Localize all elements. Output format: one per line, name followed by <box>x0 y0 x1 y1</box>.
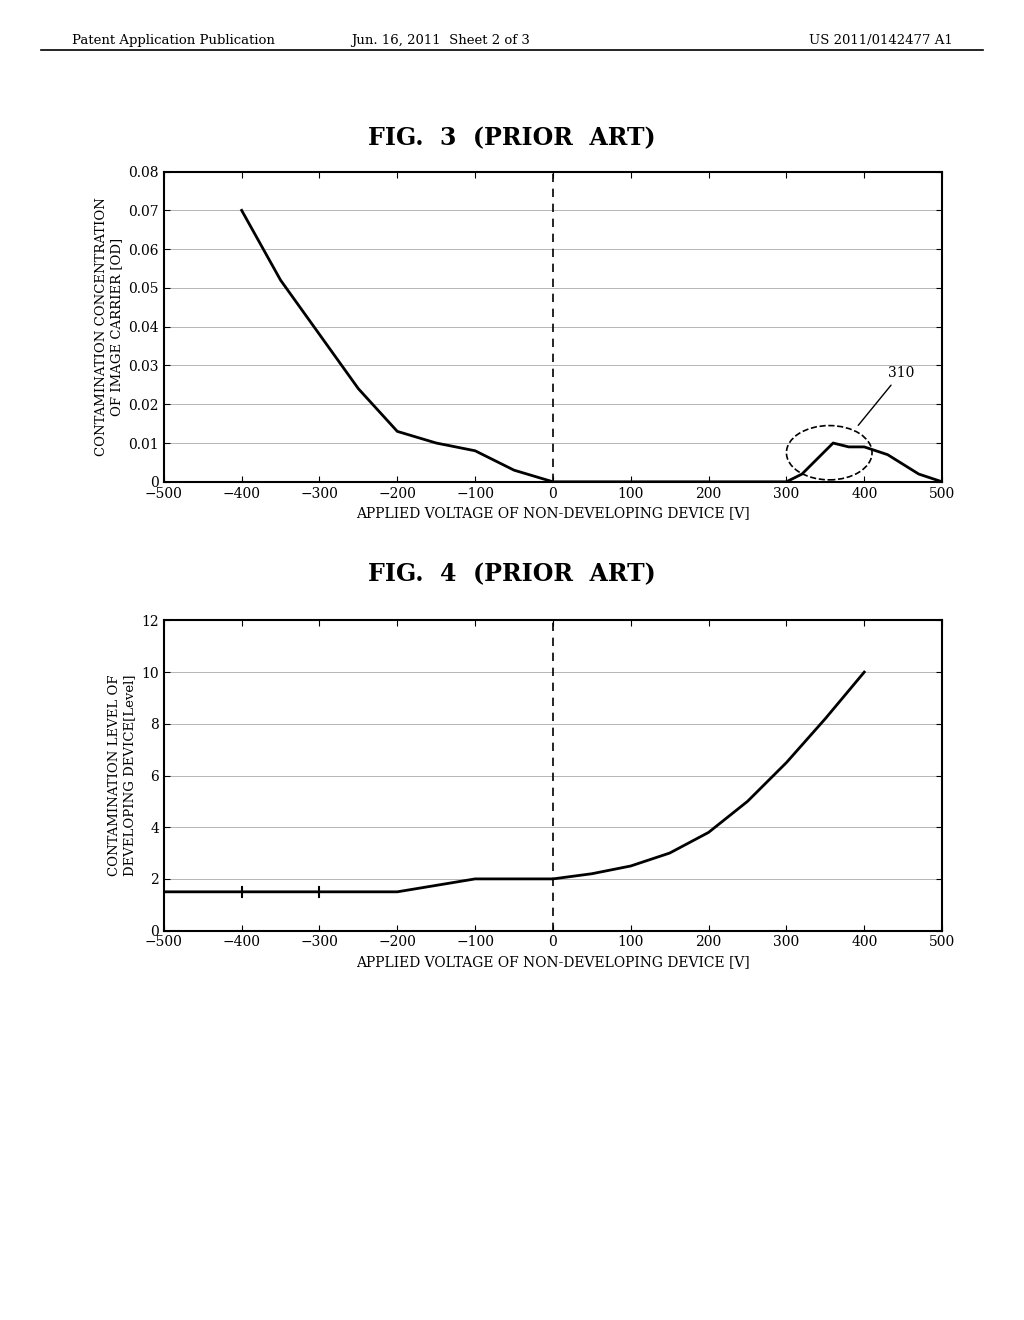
Y-axis label: CONTAMINATION LEVEL OF
DEVELOPING DEVICE[Level]: CONTAMINATION LEVEL OF DEVELOPING DEVICE… <box>108 675 136 876</box>
X-axis label: APPLIED VOLTAGE OF NON-DEVELOPING DEVICE [V]: APPLIED VOLTAGE OF NON-DEVELOPING DEVICE… <box>356 506 750 520</box>
Y-axis label: CONTAMINATION CONCENTRATION
OF IMAGE CARRIER [OD]: CONTAMINATION CONCENTRATION OF IMAGE CAR… <box>95 197 123 457</box>
Text: Patent Application Publication: Patent Application Publication <box>72 34 274 48</box>
Text: FIG.  3  (PRIOR  ART): FIG. 3 (PRIOR ART) <box>369 127 655 150</box>
Text: US 2011/0142477 A1: US 2011/0142477 A1 <box>809 34 952 48</box>
Text: 310: 310 <box>858 366 914 425</box>
X-axis label: APPLIED VOLTAGE OF NON-DEVELOPING DEVICE [V]: APPLIED VOLTAGE OF NON-DEVELOPING DEVICE… <box>356 954 750 969</box>
Text: Jun. 16, 2011  Sheet 2 of 3: Jun. 16, 2011 Sheet 2 of 3 <box>351 34 529 48</box>
Text: FIG.  4  (PRIOR  ART): FIG. 4 (PRIOR ART) <box>368 562 656 586</box>
